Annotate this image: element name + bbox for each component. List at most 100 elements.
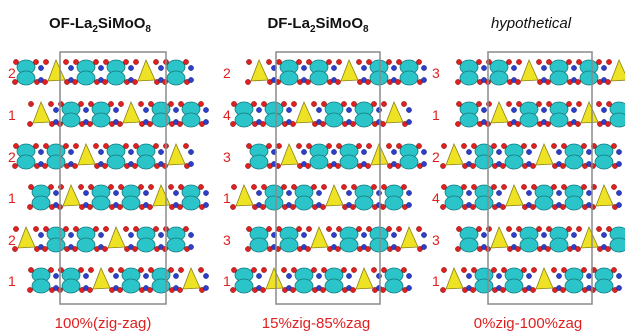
cyan-polyhedron [234, 112, 254, 128]
oxygen-atom [596, 59, 602, 65]
oxygen-atom [515, 121, 521, 127]
cyan-polyhedron [249, 154, 269, 170]
cyan-polyhedron [534, 195, 554, 211]
cyan-polyhedron [474, 154, 494, 170]
cyan-polyhedron [166, 237, 186, 253]
cyan-polyhedron [294, 195, 314, 211]
oxygen-atom [108, 184, 114, 190]
oxygen-atom [260, 287, 266, 293]
la-atom [158, 149, 164, 155]
cyan-polyhedron [519, 237, 539, 253]
yellow-tetrahedron [167, 142, 186, 166]
oxygen-atom [281, 184, 287, 190]
oxygen-atom [230, 121, 236, 127]
row-label: 3 [432, 65, 440, 81]
cyan-polyhedron [264, 195, 284, 211]
cyan-polyhedron [474, 195, 494, 211]
la-atom [256, 190, 262, 196]
oxygen-atom [93, 59, 99, 65]
la-atom [466, 190, 472, 196]
row-label: 4 [432, 190, 440, 206]
oxygen-atom [461, 267, 467, 273]
oxygen-atom [306, 59, 312, 65]
la-atom [586, 190, 592, 196]
oxygen-atom [551, 267, 557, 273]
oxygen-atom [590, 287, 596, 293]
la-atom [316, 107, 322, 113]
cyan-polyhedron [354, 112, 374, 128]
oxygen-atom [305, 79, 311, 85]
oxygen-atom [335, 163, 341, 169]
oxygen-atom [491, 267, 497, 273]
oxygen-atom [395, 246, 401, 252]
oxygen-atom [103, 59, 109, 65]
oxygen-atom [611, 267, 617, 273]
oxygen-atom [476, 101, 482, 107]
oxygen-atom [321, 267, 327, 273]
oxygen-atom [138, 184, 144, 190]
oxygen-atom [536, 59, 542, 65]
oxygen-atom [168, 184, 174, 190]
oxygen-atom [168, 267, 174, 273]
oxygen-atom [12, 163, 18, 169]
yellow-tetrahedron [47, 58, 66, 82]
cyan-polyhedron [384, 195, 404, 211]
oxygen-atom [366, 226, 372, 232]
oxygen-atom [28, 101, 34, 107]
oxygen-atom [245, 246, 251, 252]
oxygen-atom [42, 79, 48, 85]
oxygen-atom [43, 226, 49, 232]
cyan-polyhedron [459, 112, 479, 128]
oxygen-atom [178, 184, 184, 190]
la-atom [301, 65, 307, 71]
oxygen-atom [281, 267, 287, 273]
cyan-polyhedron [16, 70, 36, 86]
la-atom [406, 107, 412, 113]
panel-of: OF-La2SiMoO8 2 1 2 1 2 1 100%(zig-zag) [8, 15, 209, 332]
oxygen-atom [266, 226, 272, 232]
crystal-structure [440, 58, 625, 294]
oxygen-atom [87, 204, 93, 210]
oxygen-atom [108, 101, 114, 107]
cyan-polyhedron [46, 154, 66, 170]
oxygen-atom [281, 101, 287, 107]
oxygen-atom [42, 163, 48, 169]
oxygen-atom [350, 204, 356, 210]
oxygen-atom [102, 163, 108, 169]
oxygen-atom [290, 204, 296, 210]
yellow-tetrahedron [385, 100, 404, 124]
oxygen-atom [551, 143, 557, 149]
la-atom [188, 232, 194, 238]
cyan-polyhedron [459, 70, 479, 86]
oxygen-atom [581, 184, 587, 190]
la-atom [203, 273, 209, 279]
yellow-tetrahedron [400, 225, 419, 249]
oxygen-atom [261, 101, 267, 107]
la-atom [316, 190, 322, 196]
oxygen-atom [320, 287, 326, 293]
la-atom [586, 273, 592, 279]
la-atom [571, 232, 577, 238]
oxygen-atom [506, 101, 512, 107]
la-atom [83, 273, 89, 279]
la-atom [616, 273, 622, 279]
oxygen-atom [63, 226, 69, 232]
panel-title: DF-La2SiMoO8 [267, 15, 369, 35]
la-atom [173, 190, 179, 196]
la-atom [601, 107, 607, 113]
cyan-polyhedron [309, 154, 329, 170]
yellow-tetrahedron [32, 100, 51, 124]
oxygen-atom [198, 101, 204, 107]
cyan-polyhedron [519, 112, 539, 128]
oxygen-atom [521, 267, 527, 273]
cyan-polyhedron [234, 278, 254, 294]
panel-hypothetical: hypothetical 3 1 2 4 3 1 0%zig-100%zag [432, 15, 625, 332]
oxygen-atom [58, 267, 64, 273]
oxygen-atom [305, 163, 311, 169]
oxygen-atom [177, 121, 183, 127]
oxygen-atom [147, 287, 153, 293]
oxygen-atom [276, 143, 282, 149]
la-atom [286, 190, 292, 196]
oxygen-atom [261, 267, 267, 273]
unit-cell-box [275, 51, 381, 305]
